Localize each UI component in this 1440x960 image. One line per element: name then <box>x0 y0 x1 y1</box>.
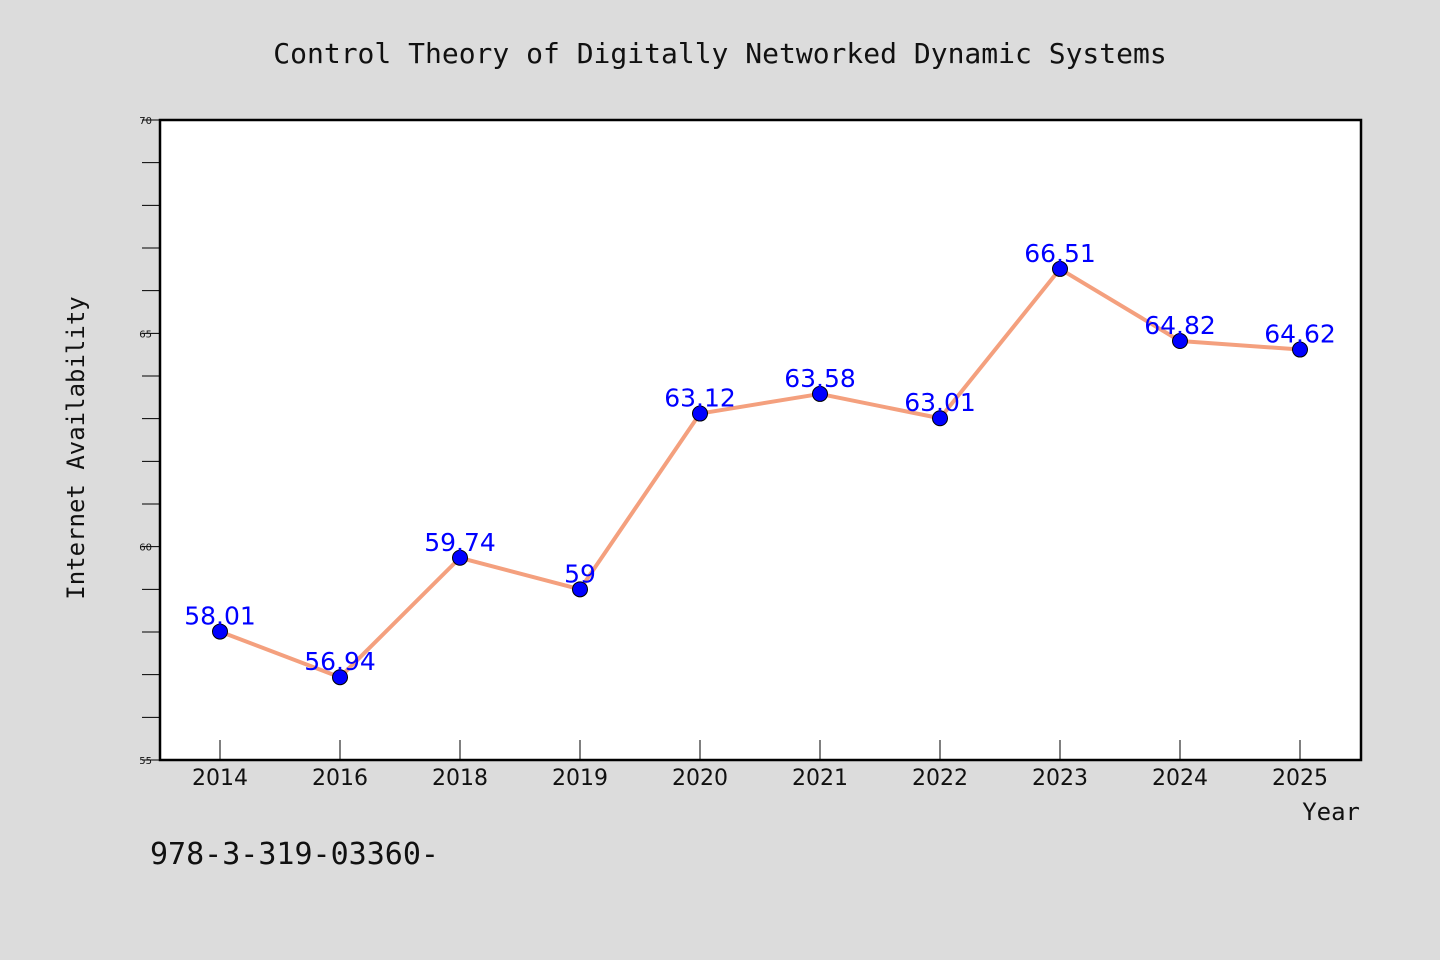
data-point <box>1292 341 1308 358</box>
data-point <box>572 581 588 598</box>
x-tick-label: 2023 <box>1032 766 1088 791</box>
data-point <box>1052 260 1068 277</box>
data-label: 63.12 <box>664 384 736 413</box>
y-tick-label: 55 <box>139 756 152 767</box>
data-label: 58.01 <box>184 602 256 631</box>
data-point <box>812 385 828 402</box>
data-point <box>692 405 708 422</box>
x-tick-label: 2020 <box>672 766 728 791</box>
data-label: 63.58 <box>784 364 856 393</box>
x-tick-label: 2021 <box>792 766 848 791</box>
data-label: 59.74 <box>424 528 496 557</box>
x-tick-label: 2024 <box>1152 766 1208 791</box>
x-tick-label: 2014 <box>192 766 248 791</box>
x-tick-label: 2018 <box>432 766 488 791</box>
isbn-footer: 978-3-319-03360- <box>150 837 439 872</box>
x-tick-label: 2022 <box>912 766 968 791</box>
plot-area <box>158 118 1363 762</box>
series-group: 58.01 56.94 59.74 59 63.12 63.58 63.01 66.51 64.… <box>184 239 1336 686</box>
data-point <box>452 549 468 566</box>
series-line <box>219 266 1301 680</box>
y-tick-label: 60 <box>139 543 152 554</box>
data-point <box>212 623 228 640</box>
data-label: 66.51 <box>1024 239 1096 268</box>
y-axis-label: Internet Availability <box>62 296 90 599</box>
data-label: 59 <box>564 559 596 588</box>
y-axis: 55 60 65 70 <box>139 116 160 767</box>
x-tick-label: 2019 <box>552 766 608 791</box>
data-label: 63.01 <box>904 388 976 417</box>
data-point <box>1172 333 1188 350</box>
data-point <box>332 669 348 686</box>
data-point <box>932 410 948 427</box>
data-label: 64.82 <box>1144 311 1216 340</box>
y-tick-label: 65 <box>139 329 152 340</box>
x-axis-label: Year <box>1302 798 1360 826</box>
data-label: 64.62 <box>1264 320 1336 349</box>
x-tick-label: 2016 <box>312 766 368 791</box>
data-label: 56.94 <box>304 647 376 676</box>
x-tick-label: 2025 <box>1272 766 1328 791</box>
y-tick-label: 70 <box>139 116 152 127</box>
x-axis: 2014 2016 2018 2019 2020 2021 2022 2023 2024 2025 <box>192 740 1328 791</box>
chart-title: Control Theory of Digitally Networked Dy… <box>273 37 1166 70</box>
